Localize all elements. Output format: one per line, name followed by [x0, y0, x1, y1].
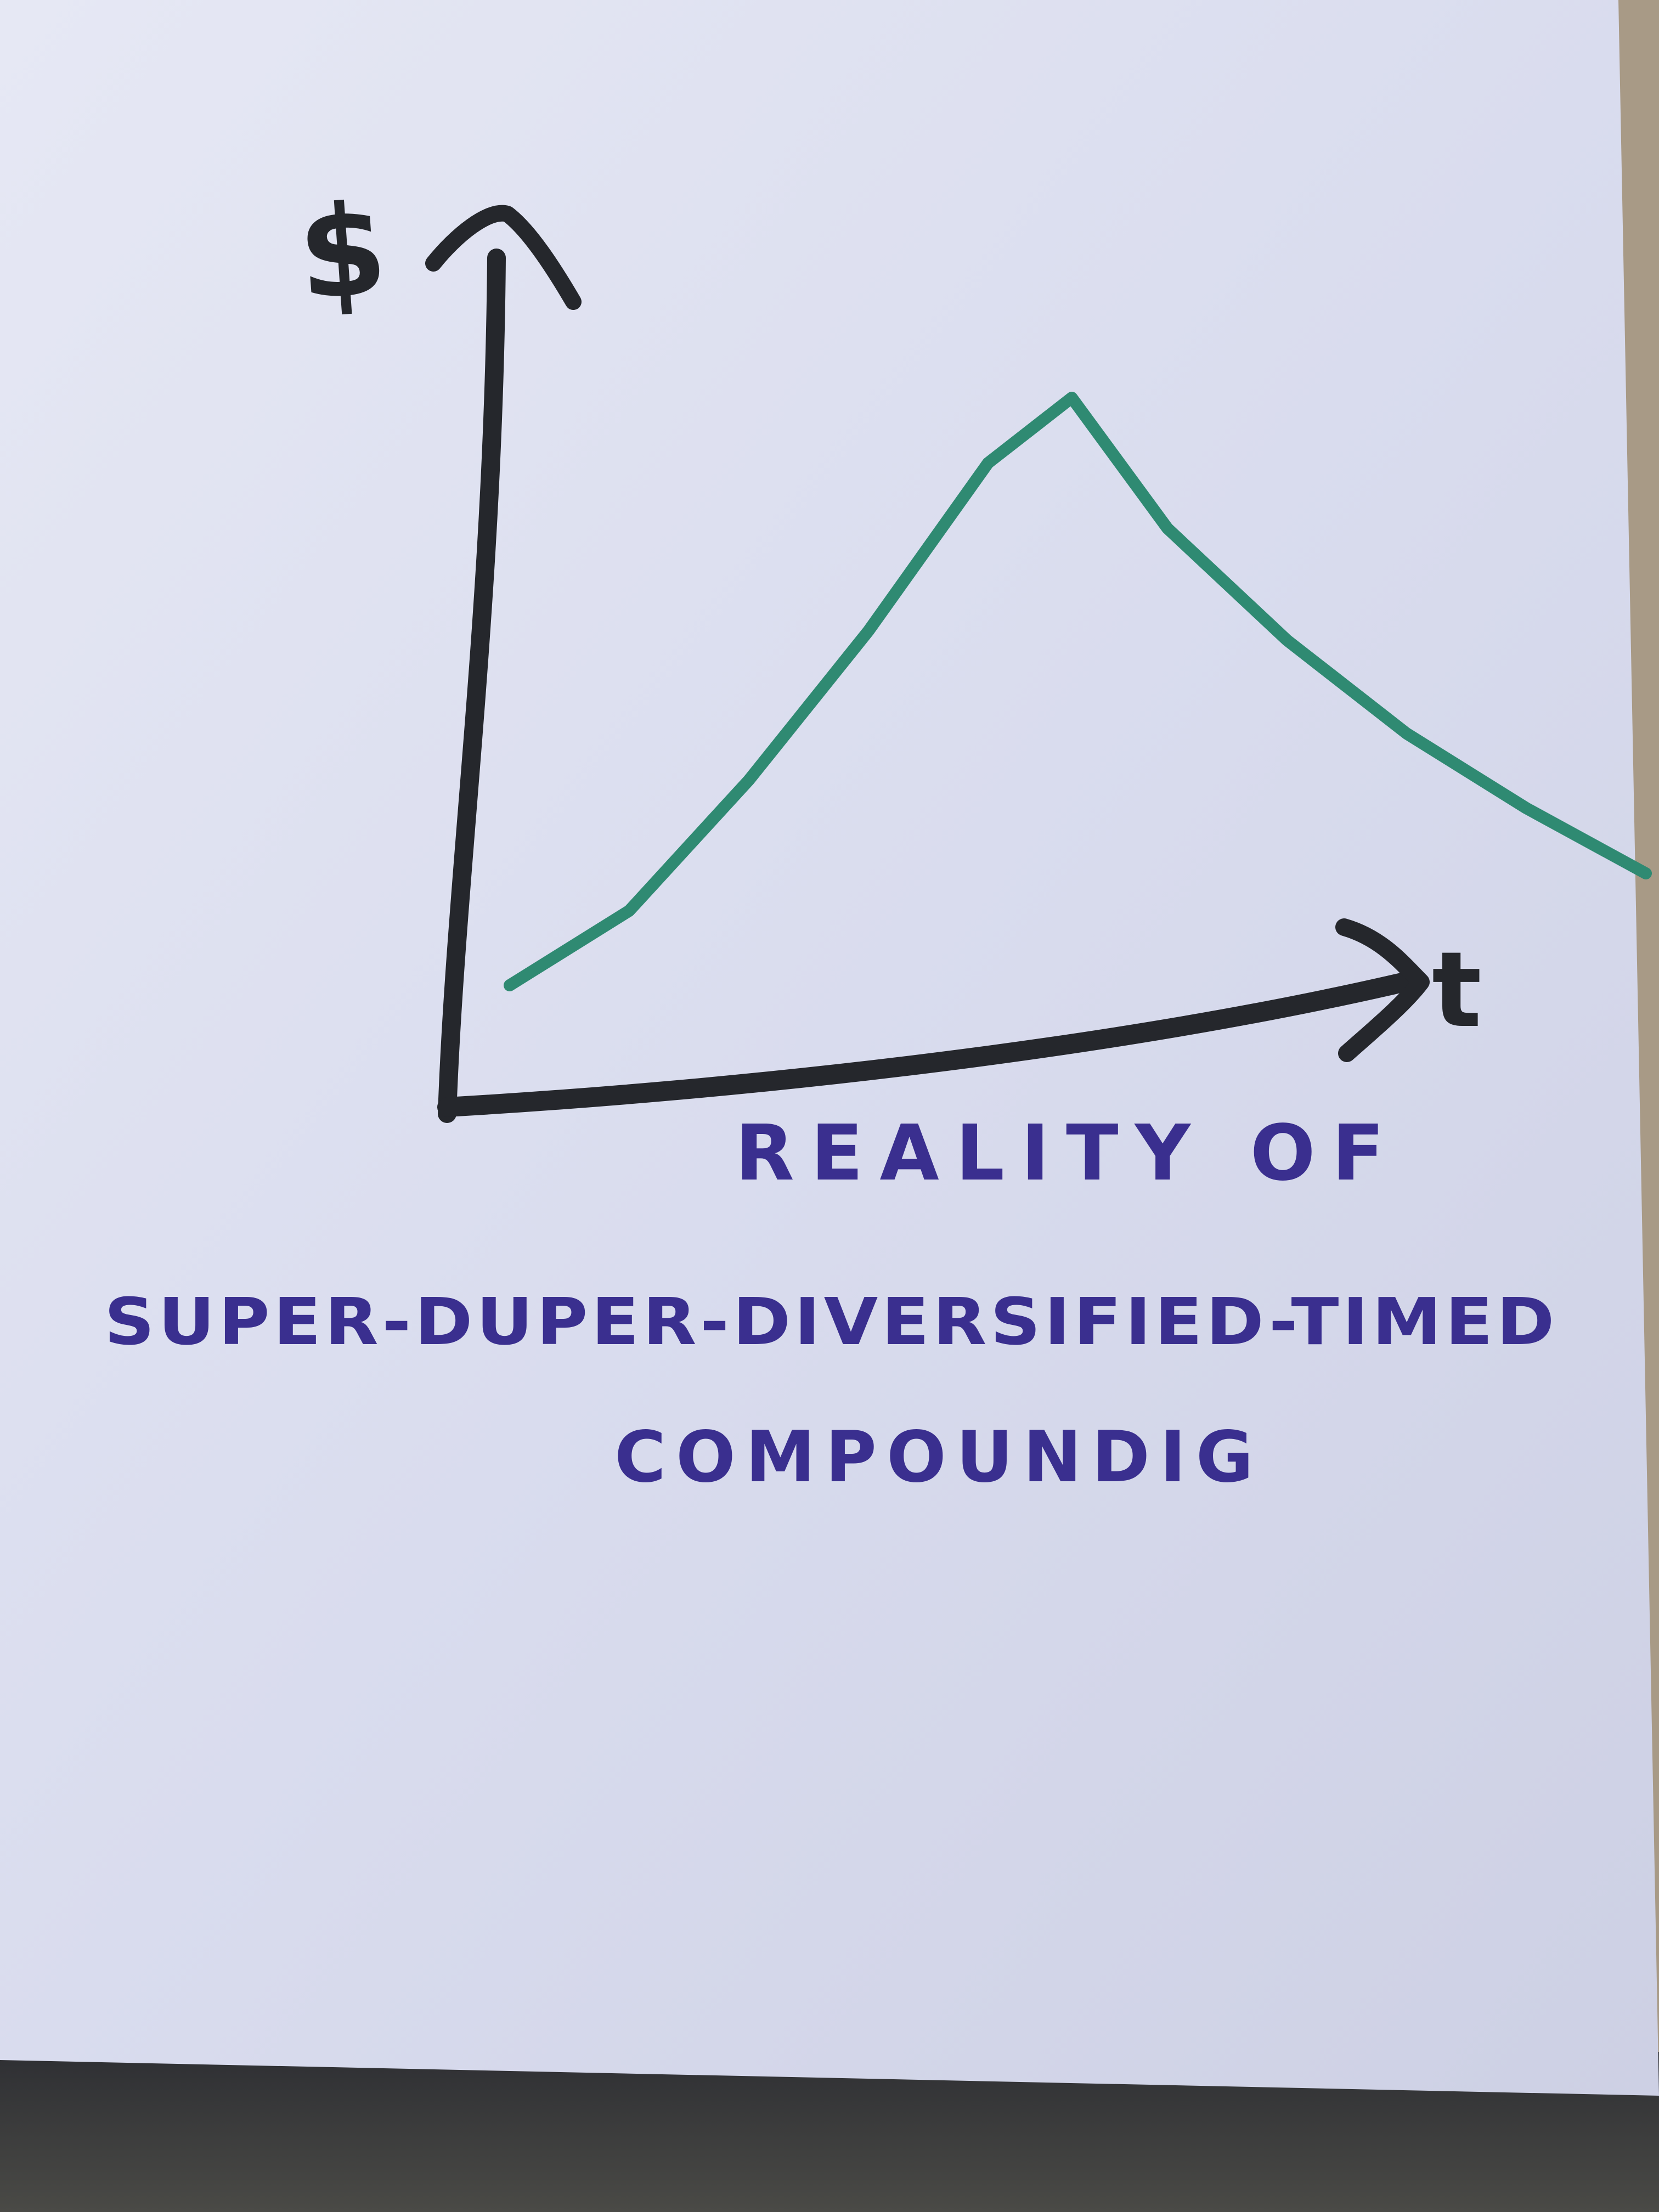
y-axis-label: $: [294, 177, 391, 329]
chart-area: $ t: [294, 177, 1652, 1123]
caption-line-1: REALITY OF: [735, 1109, 1401, 1198]
x-axis-arrowhead: [1335, 918, 1430, 1062]
paper-sheet: [0, 0, 1659, 2096]
y-axis-line: [438, 249, 506, 1123]
series-line-0: [504, 392, 1652, 991]
caption-line-3: COMPOUNDIG: [614, 1417, 1263, 1498]
x-axis-label: t: [1432, 929, 1482, 1051]
y-axis-arrowhead: [425, 205, 582, 310]
caption-line-2: SUPER-DUPER-DIVERSIFIED-TIMED: [104, 1284, 1558, 1359]
x-axis-line: [437, 972, 1414, 1117]
